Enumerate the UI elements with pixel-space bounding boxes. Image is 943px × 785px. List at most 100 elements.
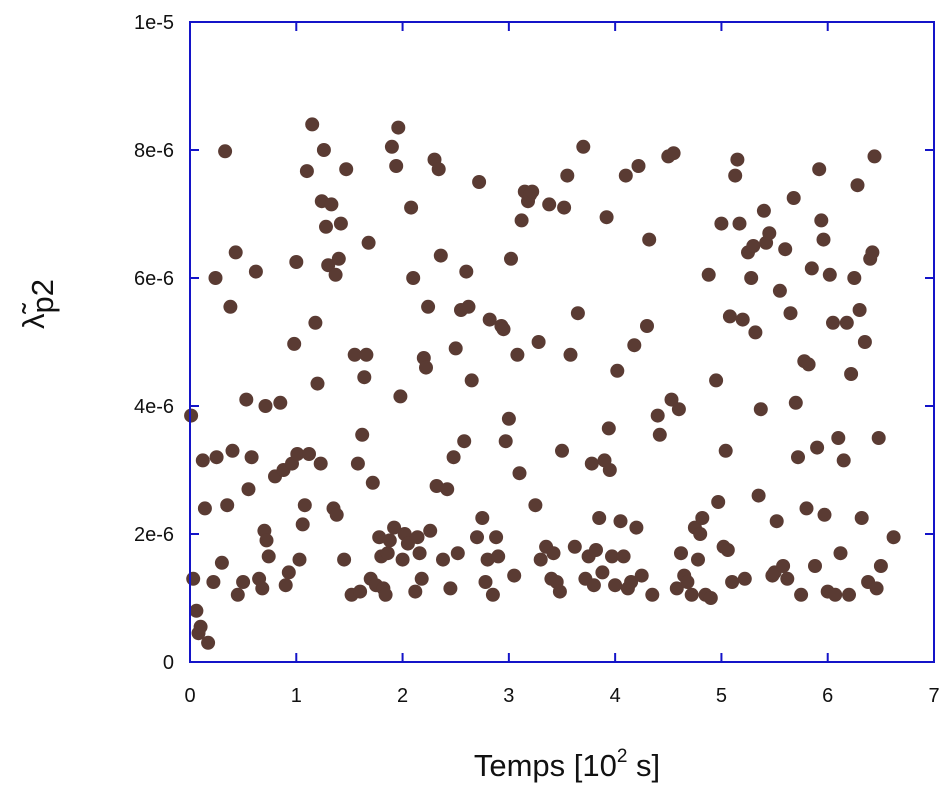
data-point xyxy=(629,520,644,535)
y-tick-label: 6e-6 xyxy=(134,268,174,290)
data-point xyxy=(839,315,854,330)
data-point xyxy=(329,507,344,522)
y-tick-label: 2e-6 xyxy=(134,524,174,546)
data-point xyxy=(337,552,352,567)
data-point xyxy=(470,530,484,545)
data-point xyxy=(718,443,733,458)
data-point xyxy=(634,568,649,583)
data-point xyxy=(258,399,273,413)
data-point xyxy=(236,575,251,589)
data-point xyxy=(228,245,243,260)
data-point xyxy=(261,549,276,564)
data-point xyxy=(701,267,716,282)
data-point xyxy=(189,603,204,618)
data-point xyxy=(328,267,343,282)
data-point xyxy=(324,197,339,212)
data-point xyxy=(248,264,263,279)
data-point xyxy=(186,571,201,586)
data-point xyxy=(567,539,582,554)
data-point xyxy=(584,456,599,471)
data-point xyxy=(295,517,310,532)
data-point xyxy=(393,389,408,404)
data-point xyxy=(414,571,429,586)
data-point xyxy=(378,587,393,602)
data-point xyxy=(714,216,729,231)
data-point xyxy=(810,440,825,455)
data-point xyxy=(290,447,305,461)
data-point xyxy=(850,178,865,193)
x-tick-label: 6 xyxy=(822,685,833,707)
data-point xyxy=(507,568,522,583)
data-point xyxy=(230,587,245,602)
data-point xyxy=(531,335,546,349)
data-point xyxy=(680,575,695,589)
data-point xyxy=(355,427,370,442)
data-point xyxy=(816,232,831,247)
data-point xyxy=(664,392,679,407)
data-point xyxy=(419,360,433,375)
data-point xyxy=(353,584,368,599)
data-point xyxy=(395,552,410,567)
data-point xyxy=(720,543,735,557)
data-point xyxy=(652,427,667,442)
data-point xyxy=(195,453,210,468)
data-point xyxy=(255,581,270,596)
data-point xyxy=(528,498,543,513)
data-point xyxy=(339,162,354,177)
data-point xyxy=(794,587,809,602)
data-point xyxy=(772,283,787,298)
data-point xyxy=(557,200,572,215)
data-point xyxy=(602,463,617,477)
data-point xyxy=(472,175,487,189)
data-point xyxy=(225,443,240,458)
data-point xyxy=(365,475,380,490)
data-point xyxy=(408,584,423,599)
data-point xyxy=(321,258,336,273)
data-point xyxy=(480,552,495,567)
y-tick-labels: 0 2e-6 4e-6 6e-6 8e-6 1e-5 xyxy=(134,12,174,674)
data-point xyxy=(871,431,886,445)
x-tick-label: 0 xyxy=(184,685,195,707)
data-point xyxy=(244,450,259,465)
data-point xyxy=(642,232,657,247)
data-point xyxy=(791,450,805,465)
data-point xyxy=(842,587,856,602)
data-point xyxy=(703,591,718,605)
data-point xyxy=(281,565,296,580)
data-point xyxy=(387,520,402,535)
data-point xyxy=(563,347,578,362)
data-point xyxy=(833,546,848,561)
data-point xyxy=(783,306,798,321)
data-point xyxy=(380,546,395,561)
data-point xyxy=(799,501,814,516)
x-tick-label: 4 xyxy=(610,685,621,707)
data-point xyxy=(599,210,614,225)
data-point xyxy=(552,584,567,599)
data-point xyxy=(308,315,323,330)
data-point xyxy=(671,402,686,417)
data-point xyxy=(209,450,224,465)
x-tick-label: 2 xyxy=(397,685,408,707)
data-point xyxy=(684,587,699,602)
data-point xyxy=(299,164,314,179)
data-point xyxy=(674,546,688,561)
data-point xyxy=(728,168,743,183)
x-tick-label: 1 xyxy=(291,685,302,707)
y-tick-label: 4e-6 xyxy=(134,396,174,418)
data-point xyxy=(459,264,474,279)
data-point xyxy=(640,319,654,333)
data-point xyxy=(746,239,761,253)
data-point xyxy=(709,373,724,388)
data-point xyxy=(443,581,458,596)
plot-frame xyxy=(189,21,935,663)
data-point xyxy=(259,533,274,548)
data-point xyxy=(478,575,493,589)
data-point xyxy=(801,357,816,372)
data-point xyxy=(289,255,304,269)
data-point xyxy=(482,312,497,327)
data-point xyxy=(822,267,837,282)
data-point xyxy=(613,514,628,529)
data-point xyxy=(631,159,646,173)
data-point xyxy=(608,578,623,593)
data-point xyxy=(273,395,288,410)
